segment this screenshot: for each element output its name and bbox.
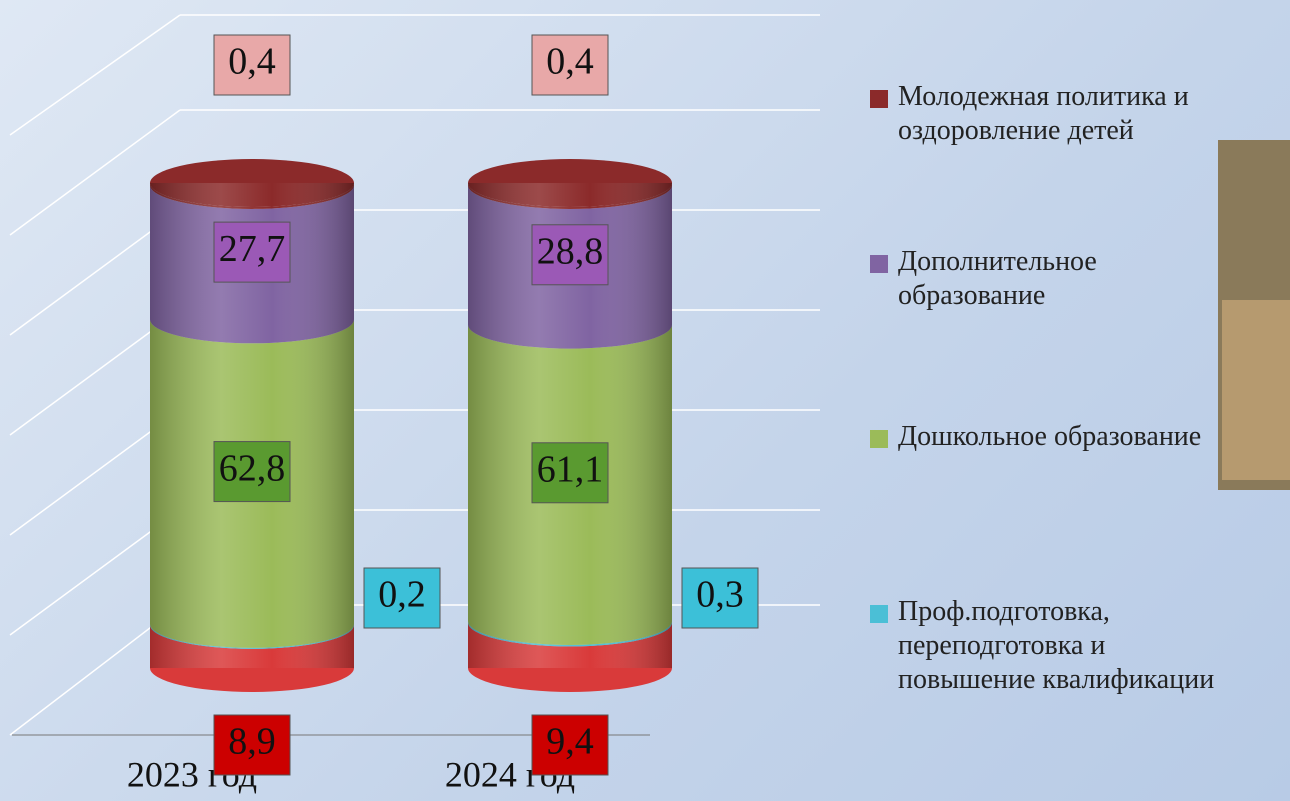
legend-entry: Молодежная политика и оздоровление детей (870, 80, 1228, 148)
value-label-box (213, 221, 291, 283)
value-label-box (531, 714, 609, 776)
value-label-box (213, 34, 291, 96)
legend-swatch (870, 90, 888, 108)
value-label-box (531, 442, 609, 504)
photo-detail (1222, 300, 1290, 480)
value-label-box (363, 567, 441, 629)
value-label: 8,9 (228, 721, 276, 763)
value-label: 0,4 (228, 41, 276, 83)
value-label: 0,3 (696, 574, 744, 616)
legend-label: Проф.подготовка, переподготовка и повыше… (898, 596, 1215, 695)
value-label-box (531, 34, 609, 96)
value-label-box (531, 224, 609, 286)
legend-label: Молодежная политика и оздоровление детей (898, 81, 1189, 146)
value-label: 62,8 (219, 447, 286, 489)
value-label: 27,7 (219, 228, 286, 270)
value-label-box (213, 441, 291, 503)
value-label: 61,1 (537, 449, 604, 491)
legend-swatch (870, 255, 888, 273)
legend-entry: Дошкольное образование (870, 420, 1228, 454)
value-label: 0,2 (378, 574, 426, 616)
value-label-box (213, 714, 291, 776)
value-label: 28,8 (537, 230, 604, 272)
legend-label: Дополнительное образование (898, 246, 1097, 311)
value-label: 9,4 (546, 721, 594, 763)
legend-swatch (870, 605, 888, 623)
legend-label: Дошкольное образование (898, 421, 1202, 452)
legend-swatch (870, 430, 888, 448)
legend-entry: Дополнительное образование (870, 245, 1228, 313)
value-label: 0,4 (546, 41, 594, 83)
value-label-box (681, 567, 759, 629)
legend-entry: Проф.подготовка, переподготовка и повыше… (870, 595, 1228, 697)
